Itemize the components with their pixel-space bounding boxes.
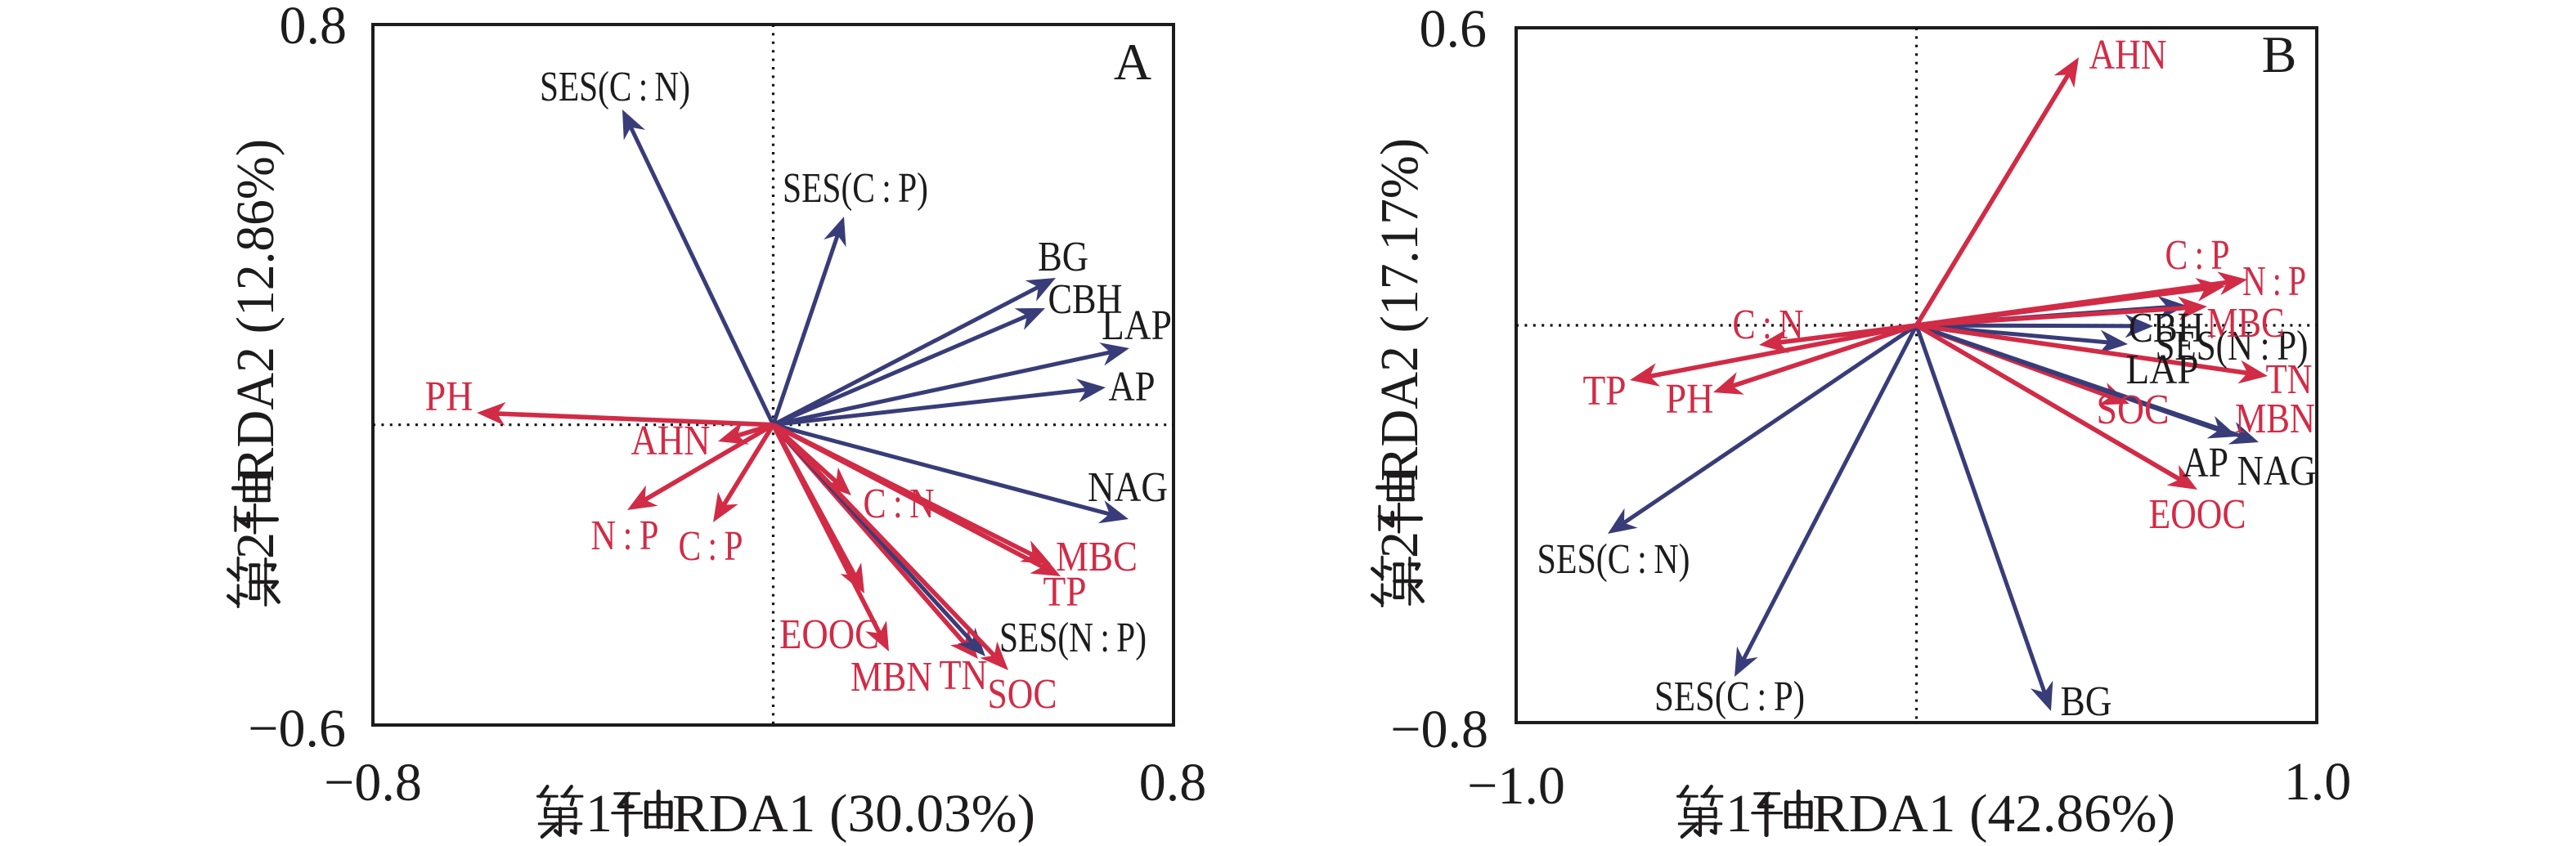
svg-text:EOOC: EOOC [779, 611, 879, 658]
svg-text:TN: TN [940, 652, 988, 699]
svg-text:CBH: CBH [2129, 305, 2204, 351]
svg-text:AP: AP [1109, 364, 1156, 410]
svg-text:CBH: CBH [1048, 276, 1123, 323]
svg-text:B: B [2262, 25, 2297, 83]
svg-text:RDA1 (30.03%): RDA1 (30.03%) [672, 784, 1035, 844]
svg-text:NAG: NAG [1088, 464, 1168, 511]
svg-text:TP: TP [1043, 569, 1087, 615]
svg-text:SES(C : P): SES(C : P) [1654, 674, 1805, 720]
svg-text:2: 2 [1370, 531, 1429, 558]
svg-text:SES(C : N): SES(C : N) [540, 64, 690, 110]
svg-text:0.8: 0.8 [1139, 753, 1207, 812]
svg-text:PH: PH [1666, 376, 1714, 423]
svg-text:0.8: 0.8 [280, 0, 348, 56]
svg-text:C : P: C : P [679, 523, 743, 570]
svg-text:AHN: AHN [2089, 32, 2167, 78]
svg-text:−0.6: −0.6 [248, 699, 346, 759]
svg-text:2: 2 [226, 532, 285, 559]
svg-text:SES(C : N): SES(C : N) [1537, 536, 1690, 583]
svg-text:MBN: MBN [850, 654, 932, 701]
svg-text:MBN: MBN [2235, 396, 2315, 442]
svg-text:N : P: N : P [591, 513, 659, 559]
svg-text:1: 1 [586, 784, 613, 844]
svg-text:BG: BG [2061, 678, 2112, 725]
svg-text:AP: AP [2183, 440, 2228, 486]
svg-text:SES(N : P): SES(N : P) [999, 615, 1147, 661]
svg-text:A: A [1114, 33, 1151, 91]
svg-text:1: 1 [1726, 784, 1752, 844]
svg-text:0.6: 0.6 [1420, 0, 1488, 59]
svg-text:EOOC: EOOC [2149, 491, 2246, 538]
svg-text:SOC: SOC [988, 671, 1057, 718]
svg-text:MBC: MBC [2207, 300, 2285, 347]
svg-text:SOC: SOC [2097, 387, 2170, 433]
svg-text:RDA2 (12.86%): RDA2 (12.86%) [226, 139, 285, 482]
svg-text:SES(C : P): SES(C : P) [783, 165, 928, 212]
svg-text:1.0: 1.0 [2284, 752, 2352, 812]
svg-text:−0.8: −0.8 [1390, 700, 1488, 759]
svg-text:TP: TP [1583, 368, 1627, 414]
svg-text:C : P: C : P [2165, 232, 2230, 279]
svg-text:AHN: AHN [631, 418, 711, 464]
svg-text:TN: TN [2266, 356, 2313, 403]
svg-text:LAP: LAP [2126, 347, 2199, 393]
svg-text:SES(N : P): SES(N : P) [2156, 323, 2309, 369]
svg-text:RDA2 (17.17%): RDA2 (17.17%) [1370, 138, 1429, 481]
svg-text:BG: BG [1038, 234, 1088, 280]
svg-text:MBC: MBC [1056, 534, 1138, 580]
svg-text:C : N: C : N [1733, 302, 1804, 348]
svg-text:RDA1 (42.86%): RDA1 (42.86%) [1812, 784, 2175, 844]
svg-text:LAP: LAP [1102, 302, 1172, 349]
svg-text:N : P: N : P [2242, 258, 2306, 305]
svg-text:−0.8: −0.8 [324, 753, 422, 812]
svg-text:NAG: NAG [2237, 448, 2317, 495]
svg-text:C : N: C : N [864, 481, 935, 527]
svg-text:−1.0: −1.0 [1467, 756, 1565, 816]
svg-text:PH: PH [425, 374, 473, 420]
